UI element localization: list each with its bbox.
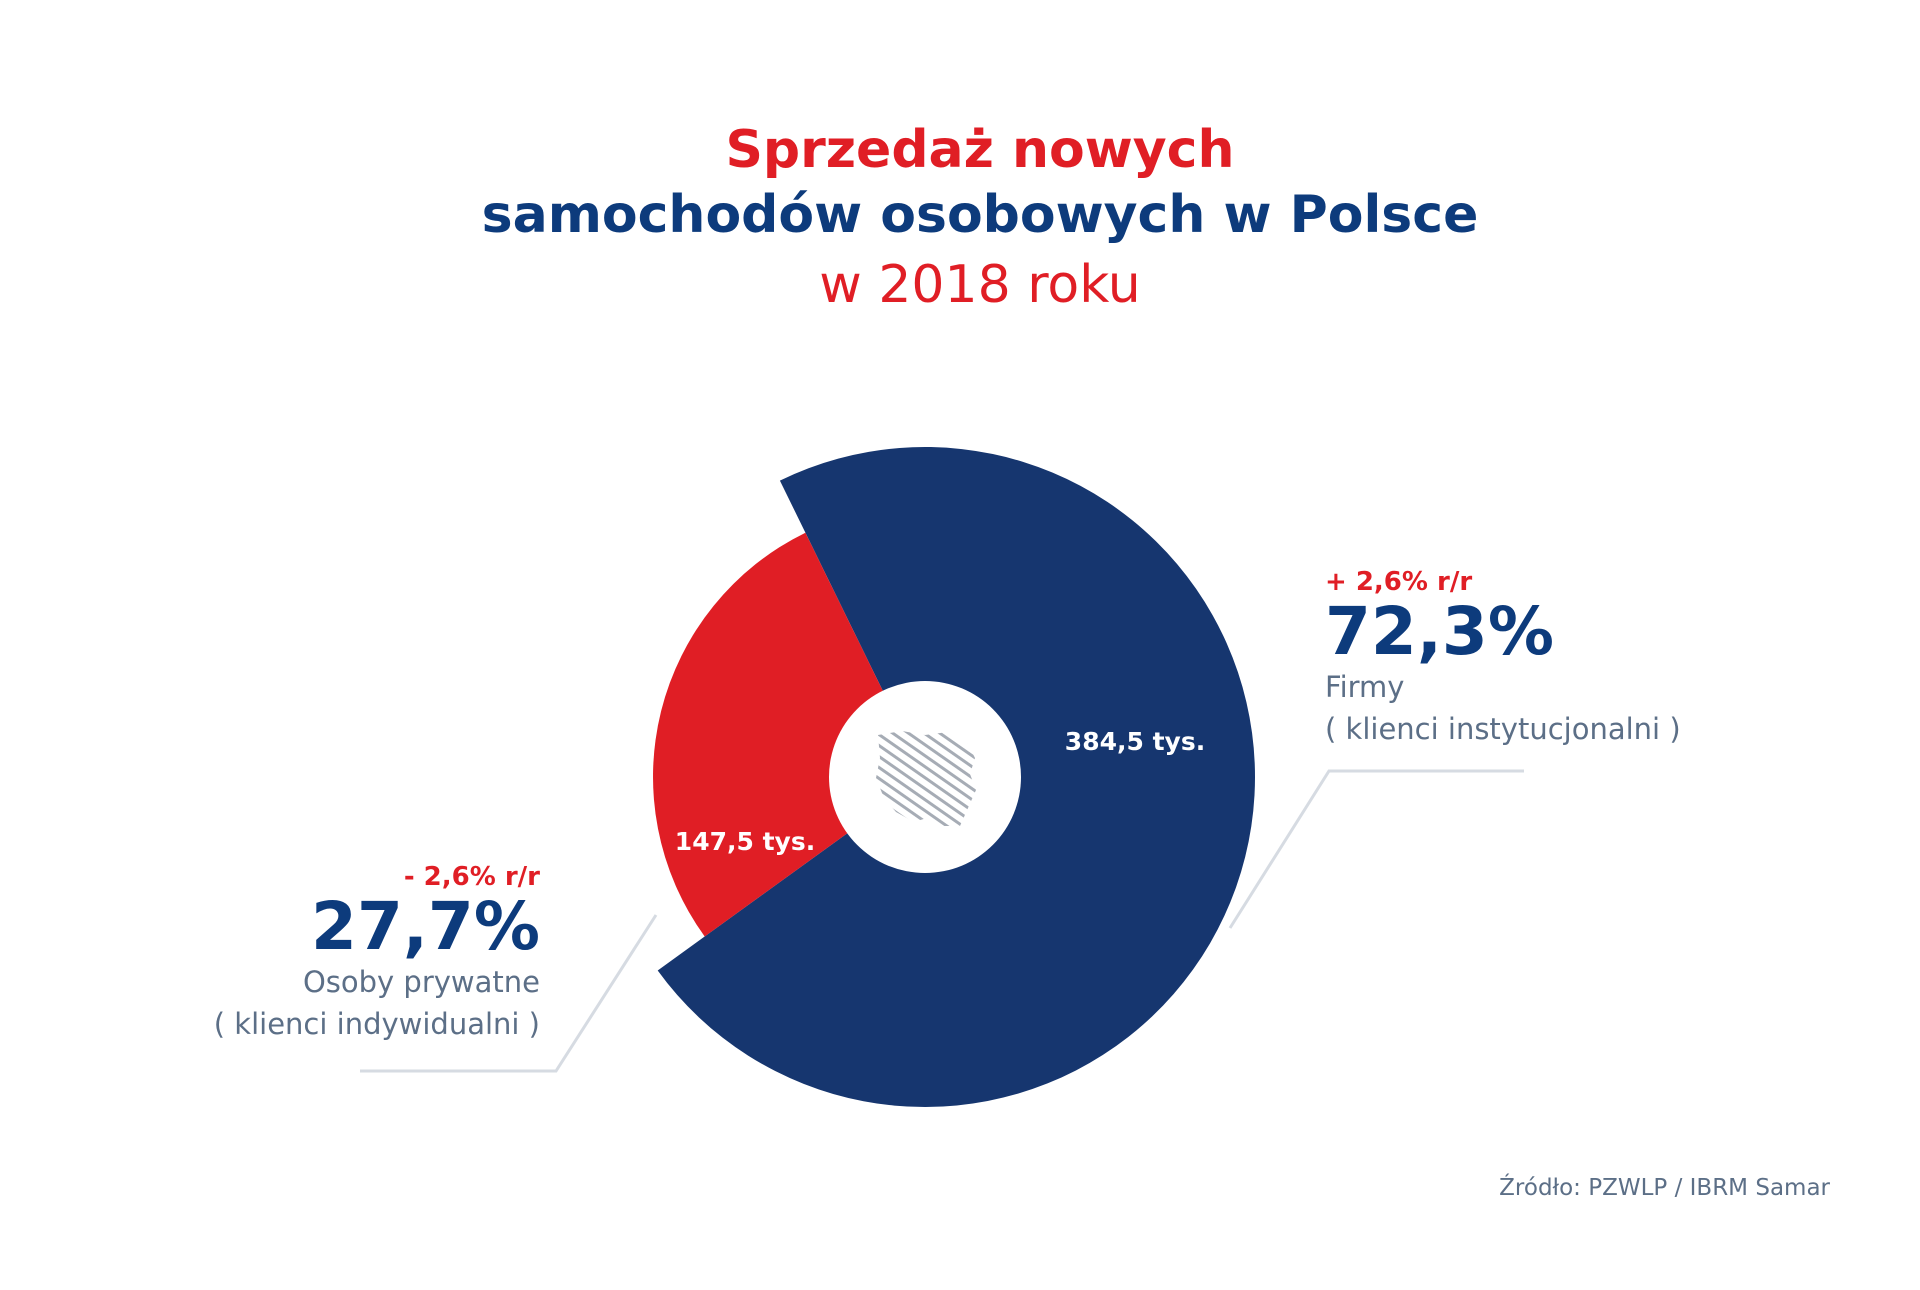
private-category: Osoby prywatne	[302, 965, 540, 1000]
firms-share: 72,3%	[1325, 593, 1554, 670]
firms-yoy-change: + 2,6% r/r	[1325, 567, 1473, 597]
pie-slice-private	[653, 532, 925, 937]
leader-line-private	[360, 914, 658, 1073]
firms-label-block: + 2,6% r/r 72,3% Firmy ( klienci instytu…	[1325, 567, 1681, 750]
poland-map-icon	[876, 731, 976, 826]
private-share: 27,7%	[311, 888, 540, 965]
slice-value-labels: 147,5 tys. 384,5 tys.	[675, 727, 1205, 856]
slice-label-firms: 384,5 tys.	[1065, 727, 1205, 756]
chart-title-line-3: w 2018 roku	[819, 255, 1141, 315]
chart-title-line-1: Sprzedaż nowych	[725, 120, 1235, 180]
private-yoy-change: - 2,6% r/r	[403, 862, 540, 892]
slice-label-private: 147,5 tys.	[675, 827, 815, 856]
private-label-block: - 2,6% r/r 27,7% Osoby prywatne ( klienc…	[214, 862, 540, 1045]
firms-subcategory: ( klienci instytucjonalni )	[1325, 712, 1681, 747]
private-subcategory: ( klienci indywidualni )	[213, 1007, 540, 1042]
firms-category: Firmy	[1325, 670, 1405, 705]
source-note: Źródło: PZWLP / IBRM Samar	[1499, 1175, 1830, 1201]
chart-title-line-2: samochodów osobowych w Polsce	[481, 185, 1479, 245]
leader-line-firms	[1228, 769, 1524, 929]
